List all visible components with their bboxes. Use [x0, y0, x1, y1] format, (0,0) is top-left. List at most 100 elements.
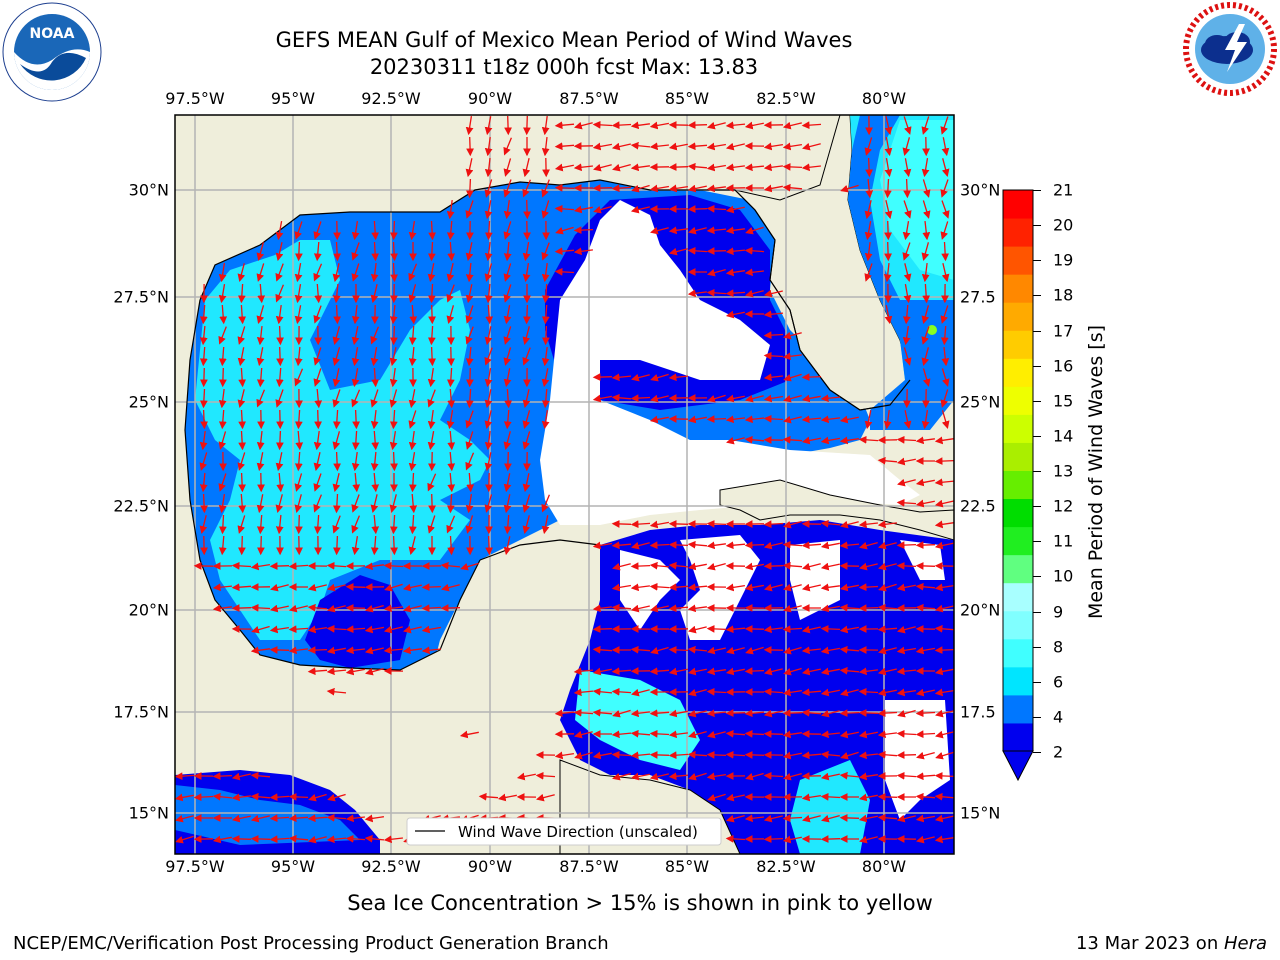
wind-wave-arrow: [706, 667, 726, 676]
wind-wave-arrow: [484, 326, 493, 346]
wind-wave-arrow: [465, 326, 474, 345]
wind-wave-arrow: [649, 520, 670, 529]
wind-wave-arrow: [858, 814, 878, 823]
wind-wave-arrow: [801, 121, 822, 130]
wind-wave-arrow: [541, 179, 550, 198]
wind-wave-arrow: [351, 430, 360, 451]
colorbar-tick-label: 18: [1053, 285, 1074, 305]
wind-wave-arrow: [725, 247, 746, 256]
colorbar-segment: [1003, 498, 1033, 528]
wind-wave-arrow: [820, 583, 840, 592]
wind-wave-arrow: [447, 388, 456, 409]
wind-wave-arrow: [668, 540, 689, 549]
wind-wave-arrow: [922, 368, 931, 387]
wind-wave-arrow: [275, 514, 284, 535]
caribbean-white-3: [790, 540, 840, 620]
wind-wave-arrow: [884, 137, 893, 157]
wind-wave-arrow: [294, 368, 304, 387]
wind-wave-arrow: [465, 452, 475, 471]
wind-wave-arrow: [592, 751, 612, 760]
wind-wave-arrow: [256, 494, 265, 514]
wind-wave-arrow: [707, 121, 726, 130]
wind-wave-arrow: [763, 730, 784, 738]
wind-wave-arrow: [408, 284, 417, 303]
wind-wave-arrow: [446, 220, 455, 241]
wind-wave-arrow: [370, 284, 379, 304]
wind-wave-arrow: [668, 561, 689, 570]
wind-wave-arrow: [218, 389, 227, 409]
wind-wave-arrow: [725, 709, 746, 717]
wind-wave-arrow: [783, 331, 802, 340]
wind-wave-arrow: [541, 368, 550, 388]
wind-wave-arrow: [864, 200, 873, 220]
wind-wave-arrow: [522, 262, 531, 283]
wind-wave-arrow: [326, 835, 347, 844]
wind-wave-arrow: [332, 389, 341, 408]
wind-wave-arrow: [421, 646, 441, 655]
wind-wave-arrow: [269, 814, 290, 823]
wind-wave-arrow: [541, 325, 550, 346]
wind-wave-arrow: [383, 604, 403, 613]
wind-wave-arrow: [447, 535, 456, 556]
wind-wave-arrow: [782, 162, 803, 171]
wind-wave-arrow: [649, 772, 669, 781]
lat-label-left: 17.5°N: [113, 702, 169, 722]
wind-wave-arrow: [706, 184, 726, 193]
wind-wave-arrow: [428, 346, 437, 367]
colorbar-tick-label: 19: [1053, 250, 1074, 270]
wind-wave-arrow: [314, 283, 323, 304]
wind-wave-arrow: [345, 604, 366, 612]
wind-wave-arrow: [896, 435, 917, 444]
wind-wave-arrow: [403, 604, 422, 613]
wind-wave-arrow: [877, 456, 898, 465]
wind-wave-arrow: [896, 814, 916, 823]
wind-wave-arrow: [313, 473, 322, 492]
wind-wave-arrow: [593, 205, 612, 214]
wind-wave-arrow: [916, 751, 935, 760]
wind-wave-arrow: [307, 583, 327, 592]
wind-wave-arrow: [485, 535, 494, 556]
wind-wave-arrow: [668, 142, 688, 151]
wind-wave-arrow: [668, 751, 689, 760]
wind-wave-arrow: [504, 115, 512, 136]
wind-wave-arrow: [839, 645, 860, 654]
wind-wave-arrow: [706, 288, 727, 297]
colorbar-segment: [1003, 358, 1033, 387]
wind-wave-arrow: [687, 246, 708, 255]
wind-wave-arrow: [687, 415, 707, 424]
wind-wave-arrow: [503, 347, 512, 366]
colorbar-segment: [1003, 330, 1033, 359]
wind-wave-arrow: [934, 499, 954, 508]
wind-wave-arrow: [801, 394, 821, 403]
wind-wave-arrow: [218, 473, 227, 492]
wind-wave-arrow: [763, 142, 784, 151]
footer-branch: NCEP/EMC/Verification Post Processing Pr…: [13, 933, 609, 954]
wind-wave-arrow: [541, 200, 550, 219]
wind-wave-arrow: [371, 514, 380, 535]
wind-wave-arrow: [744, 562, 765, 571]
wind-wave-arrow: [351, 515, 361, 534]
wind-wave-arrow: [745, 394, 764, 403]
lon-label-bottom: 80°W: [861, 857, 907, 876]
lat-label-left: 30°N: [128, 180, 169, 200]
wind-wave-arrow: [668, 184, 689, 193]
wind-wave-arrow: [649, 142, 669, 151]
colorbar-tick-mark: [1033, 260, 1041, 262]
wind-wave-arrow: [370, 410, 379, 430]
wind-wave-arrow: [503, 326, 512, 345]
wind-wave-arrow: [839, 730, 859, 739]
wind-wave-arrow: [726, 436, 745, 445]
wind-wave-arrow: [820, 750, 841, 759]
wind-wave-arrow: [371, 367, 380, 388]
wind-wave-arrow: [478, 792, 499, 801]
wind-wave-arrow: [725, 583, 746, 592]
wind-wave-arrow: [522, 326, 531, 345]
colorbar-segment: [1003, 414, 1033, 443]
wind-wave-arrow: [276, 346, 284, 367]
wind-wave-arrow: [269, 646, 290, 654]
wind-wave-arrow: [921, 409, 930, 430]
wind-wave-arrow: [351, 494, 360, 513]
wind-wave-arrow: [218, 431, 227, 450]
wind-wave-arrow: [706, 687, 727, 696]
wind-wave-arrow: [820, 394, 841, 403]
